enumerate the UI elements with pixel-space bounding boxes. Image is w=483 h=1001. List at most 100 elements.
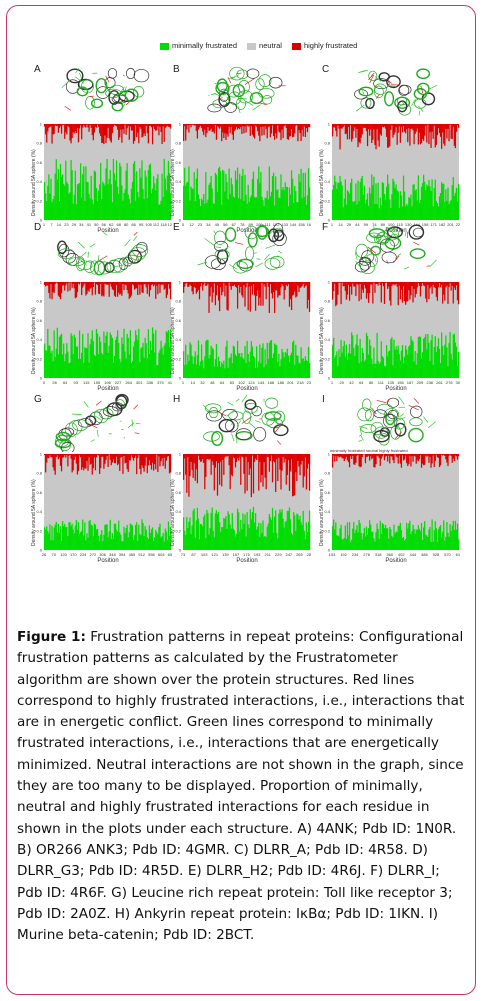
x-tick-label: 402 [398,552,405,557]
x-tick-label: 93 [74,380,79,385]
y-tick-label: 0 [40,376,43,381]
y-axis-label: Density around 5A sphere (%) [31,307,37,374]
y-tick-label: 0 [179,376,182,381]
x-tick-label: 486 [421,552,428,557]
panel-letter: B [173,64,180,75]
x-tick-label: 14 [338,222,343,227]
protein-structure-image [354,68,438,116]
x-tick-label: 23 [198,222,203,227]
legend-item-minimal: minimally frustrated [160,41,237,50]
legend-item-neutral: neutral [247,41,282,50]
frustration-density-plot: 0 0.2 0.4 0.6 0.8 1 73 87 103 121 139 157 175 193 211 2… [175,452,311,557]
y-tick-label: 0.6 [324,160,330,165]
x-tick-label: 301 [136,380,143,385]
x-tick-label: 182 [439,222,446,227]
x-tick-label: 144 [290,222,297,227]
x-tick-label: 86 [369,380,374,385]
figure-caption: Figure 1: Frustration patterns in repeat… [17,627,465,946]
x-tick-label: 444 [409,552,416,557]
y-tick-label: 1 [40,452,43,457]
x-tick-label: 306 [99,552,106,557]
y-tick-label: 0 [179,218,182,223]
protein-structure-image [207,66,286,114]
x-tick-label: 0 [43,380,46,385]
frustration-density-plot: 00.20.40.60.811 7 14 23 29 34 41 50 56 62 68 80 86 95… [36,122,172,227]
x-tick-label: 50 [94,222,99,227]
x-tick-label: 120 [60,552,67,557]
x-tick-label: 135 [387,380,394,385]
frustration-density-plot: 0 0.2 0.4 0.6 0.8 1 1 20 42 64 86 111 135 156 187 209 23… [324,280,460,385]
panel-letter: F [322,222,329,233]
panel-a: A 0 0.2 0.4 0.6 0.8 1 1 7 14 23 29 34 41 50 56 62 68 80 86 9… [31,62,172,252]
x-tick-label: 100 [256,222,263,227]
x-tick-label: 74 [372,222,377,227]
x-axis-label: Position [385,386,407,392]
y-tick-label: 0.8 [36,299,42,304]
x-tick-label: 62 [109,222,114,227]
y-tick-label: 0.8 [324,141,330,146]
y-tick-label: 0.8 [324,299,330,304]
y-tick-label: 0.6 [175,318,181,323]
x-tick-label: 87 [191,552,196,557]
x-tick-label: 234 [307,380,311,385]
x-tick-label: 656 [168,552,172,557]
x-tick-label: 130 [405,222,412,227]
x-tick-label: 112 [153,222,160,227]
mini-legend: minimally frustrated neutral highly frus… [330,448,408,453]
panel-c: C 0 0.2 0.4 0.6 0.8 1 1 14 29 44 59 74 89 100 115 130 144… [319,62,460,252]
x-tick-label: 283 [307,552,311,557]
x-axis-label: Position [236,558,258,564]
frustration-density-plot: 00.20.40.60.811 14 29 44 59 74 89 100 115 130 144 1… [324,122,460,227]
x-tick-label: 156 [298,222,305,227]
y-axis-label: Density around 5A sphere (%) [170,149,176,216]
y-tick-label: 0.4 [175,179,181,184]
x-tick-label: 570 [444,552,451,557]
x-tick-label: 455 [129,552,136,557]
x-tick-label: 394 [119,552,126,557]
x-axis-label: Position [97,386,119,392]
protein-structure-image [202,394,289,447]
y-tick-label: 0.4 [175,337,181,342]
y-tick-label: 1 [179,452,182,457]
x-tick-label: 68 [116,222,121,227]
x-tick-label: 0 [182,222,185,227]
y-tick-label: 1 [179,280,182,285]
x-tick-label: 1 [182,380,185,385]
y-tick-label: 0.6 [36,160,42,165]
x-tick-label: 196 [104,380,111,385]
frustration-density-plot: 0 0.2 0.4 0.6 0.8 1 26 70 120 170 224 272 306 348 394 4… [36,452,172,557]
x-tick-label: 64 [220,380,225,385]
x-tick-label: 375 [157,380,164,385]
frustration-density-plot: 0 0.2 0.4 0.6 0.8 1 153 192 234 276 318 360 402 444 48… [324,452,460,557]
panel-letter: D [34,222,42,233]
legend-item-high: highly frustrated [291,41,357,50]
y-tick-label: 0.2 [324,356,330,361]
x-tick-label: 102 [238,380,245,385]
x-tick-label: 115 [397,222,404,227]
y-tick-label: 1 [40,122,43,127]
protein-structure-image [354,224,437,274]
x-tick-label: 227 [115,380,122,385]
y-tick-label: 1 [328,452,331,457]
x-tick-label: 127 [168,222,172,227]
x-tick-label: 224 [80,552,87,557]
y-tick-label: 0 [328,218,331,223]
x-tick-label: 45 [215,222,220,227]
y-tick-label: 0.6 [175,160,181,165]
x-tick-label: 73 [181,552,186,557]
x-tick-label: 48 [210,380,215,385]
x-tick-label: 604 [158,552,165,557]
x-tick-label: 201 [287,380,294,385]
x-tick-label: 556 [148,552,155,557]
x-tick-label: 229 [275,552,282,557]
x-tick-label: 118 [160,222,167,227]
x-axis-label: Position [385,558,407,564]
y-tick-label: 0.8 [175,299,181,304]
x-tick-label: 171 [430,222,437,227]
x-tick-label: 528 [433,552,440,557]
y-tick-label: 0.4 [324,179,330,184]
x-tick-label: 20 [340,380,345,385]
y-tick-label: 0.6 [324,318,330,323]
caption-title: Frustration patterns in repeat proteins: [85,629,355,645]
x-tick-label: 56 [223,222,228,227]
